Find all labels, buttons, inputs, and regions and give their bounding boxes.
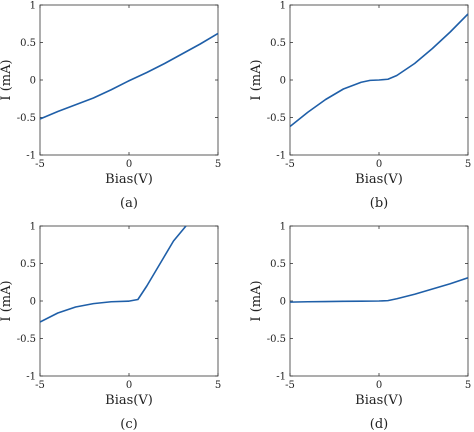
y-tick-label: -1 (276, 151, 286, 162)
y-tick-label: 0.5 (20, 259, 36, 270)
y-tick-label: 0 (30, 297, 36, 308)
y-tick-label: 0 (30, 76, 36, 87)
x-tick-label: 0 (376, 159, 382, 170)
x-axis-label: Bias(V) (105, 393, 153, 408)
y-tick-label: 0.5 (270, 259, 286, 270)
series-line-1 (40, 226, 187, 323)
y-tick-label: -0.5 (17, 334, 36, 345)
y-tick-label: 0.5 (20, 38, 36, 49)
panel-caption: (a) (120, 196, 138, 211)
series-line-1 (290, 13, 468, 128)
chart-panel-3: -5 0 5 1 0.5 0 -0.5 -1 Bias(V) I (mA) (c) (0, 222, 221, 432)
x-tick-label: -5 (285, 380, 295, 391)
y-axis-label: I (mA) (249, 59, 264, 100)
y-tick-label: -1 (276, 372, 286, 383)
panel-caption: (b) (370, 196, 388, 211)
y-tick-label: 1 (30, 1, 36, 12)
y-tick-label: 1 (30, 222, 36, 233)
chart-panel-4: -5 0 5 1 0.5 0 -0.5 -1 Bias(V) I (mA) (d) (249, 222, 471, 432)
x-tick-label: 5 (465, 380, 471, 391)
series-line-1 (40, 32, 218, 120)
x-tick-label: 5 (215, 159, 221, 170)
panel-caption: (d) (370, 417, 388, 432)
x-tick-label: -5 (35, 159, 45, 170)
y-tick-label: -0.5 (267, 334, 286, 345)
y-tick-label: 0.5 (270, 38, 286, 49)
y-tick-label: -0.5 (17, 113, 36, 124)
y-tick-label: 0 (280, 76, 286, 87)
x-axis-label: Bias(V) (105, 172, 153, 187)
chart-panel-2: -5 0 5 1 0.5 0 -0.5 -1 Bias(V) I (mA) (b) (249, 1, 471, 212)
x-axis-label: Bias(V) (355, 172, 403, 187)
y-tick-label: 0 (280, 297, 286, 308)
y-tick-label: 1 (280, 222, 286, 233)
y-tick-label: -0.5 (267, 113, 286, 124)
x-tick-label: 0 (126, 380, 132, 391)
y-axis-label: I (mA) (0, 280, 14, 321)
x-axis-label: Bias(V) (355, 393, 403, 408)
x-tick-label: 5 (215, 380, 221, 391)
y-tick-label: -1 (26, 151, 36, 162)
y-axis-label: I (mA) (0, 59, 14, 100)
x-tick-label: 0 (126, 159, 132, 170)
x-tick-label: 0 (376, 380, 382, 391)
y-tick-label: -1 (26, 372, 36, 383)
y-axis-label: I (mA) (249, 280, 264, 321)
panel-caption: (c) (120, 417, 137, 432)
y-tick-label: 1 (280, 1, 286, 12)
series-line-1 (290, 276, 468, 303)
x-tick-label: -5 (285, 159, 295, 170)
chart-panel-1: -5 0 5 1 0.5 0 -0.5 -1 Bias(V) I (mA) (a) (0, 1, 221, 212)
x-tick-label: 5 (465, 159, 471, 170)
x-tick-label: -5 (35, 380, 45, 391)
